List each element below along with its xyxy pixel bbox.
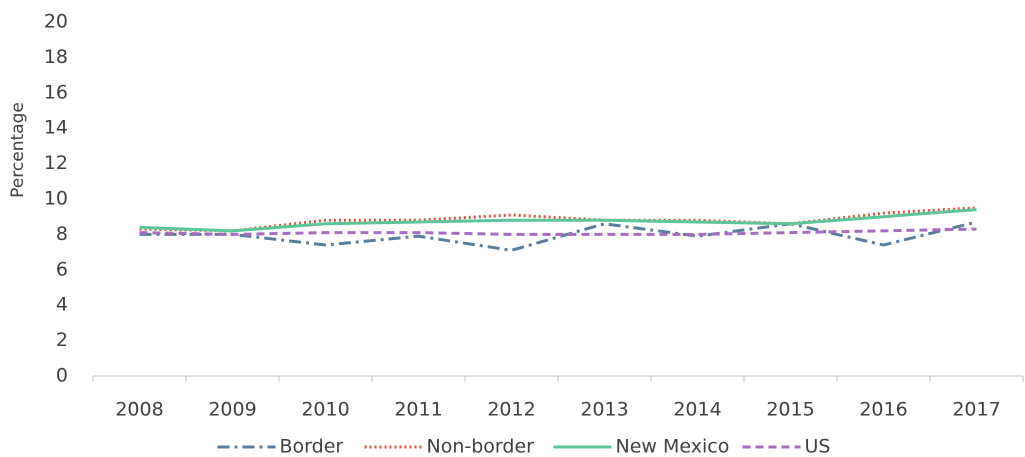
y-tick-label: 20 xyxy=(44,11,68,33)
y-tick-label: 16 xyxy=(44,81,68,103)
line-series xyxy=(139,208,977,233)
y-tick-label: 12 xyxy=(44,152,68,174)
x-tick-label: 2013 xyxy=(580,399,628,421)
y-tick-label: 4 xyxy=(56,294,68,316)
x-tick-label: 2014 xyxy=(673,399,721,421)
x-tick-label: 2015 xyxy=(766,399,814,421)
x-tick-label: 2012 xyxy=(487,399,535,421)
y-tick-label: 8 xyxy=(56,223,68,245)
legend: Border Non-border New Mexico US xyxy=(217,436,831,457)
y-axis-label: Percentage xyxy=(8,102,28,198)
x-tick-label: 2008 xyxy=(115,399,163,421)
line-series xyxy=(139,220,977,252)
y-tick-label: 14 xyxy=(44,117,68,139)
y-tick-label: 18 xyxy=(44,46,68,68)
x-tick-label: 2009 xyxy=(208,399,256,421)
legend-label: New Mexico xyxy=(616,436,730,457)
y-tick-label: 0 xyxy=(56,365,68,387)
x-tick-label: 2010 xyxy=(301,399,349,421)
x-tick-label: 2011 xyxy=(394,399,442,421)
y-tick-label: 2 xyxy=(56,329,68,351)
y-tick-label: 10 xyxy=(44,188,68,210)
x-tick-label: 2016 xyxy=(859,399,907,421)
y-tick-label: 6 xyxy=(56,258,68,280)
legend-label: Non-border xyxy=(427,436,535,457)
legend-label: Border xyxy=(280,436,344,457)
line-series xyxy=(139,227,977,236)
x-tick-label: 2017 xyxy=(952,399,1000,421)
legend-label: US xyxy=(805,436,831,457)
